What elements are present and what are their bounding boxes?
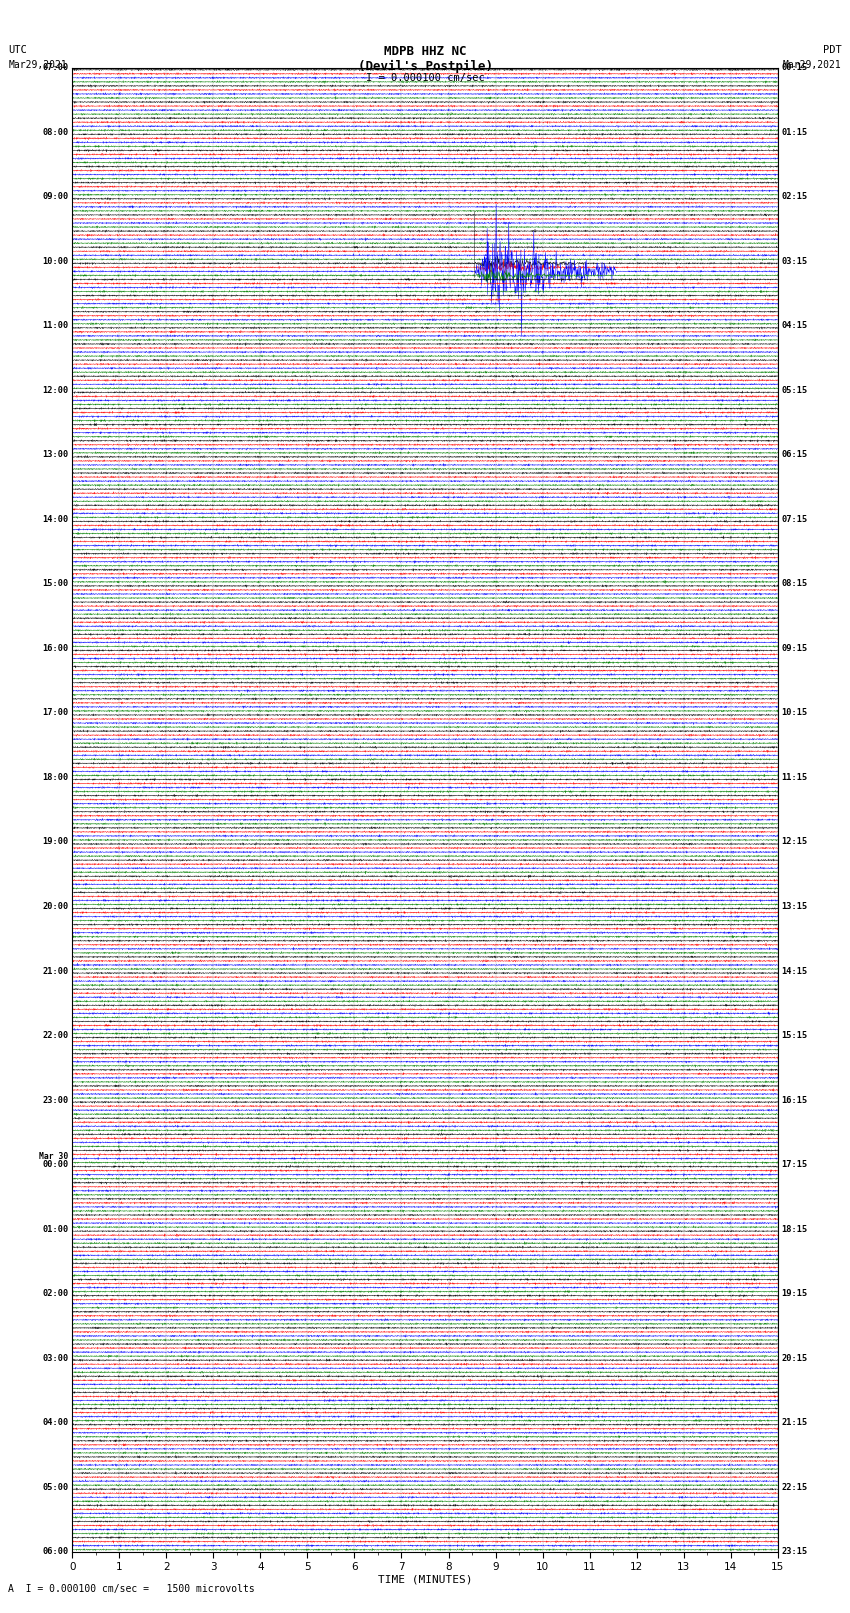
Text: 21:00: 21:00 [42,966,69,976]
Text: 08:15: 08:15 [781,579,807,589]
Text: A  I = 0.000100 cm/sec =   1500 microvolts: A I = 0.000100 cm/sec = 1500 microvolts [8,1584,255,1594]
Text: 20:00: 20:00 [42,902,69,911]
Text: 15:15: 15:15 [781,1031,807,1040]
Text: 02:15: 02:15 [781,192,807,202]
Text: 04:00: 04:00 [42,1418,69,1428]
Text: Mar29,2021: Mar29,2021 [783,60,842,69]
Text: MDPB HHZ NC: MDPB HHZ NC [383,45,467,58]
Text: 05:15: 05:15 [781,386,807,395]
Text: 00:15: 00:15 [781,63,807,73]
Text: PDT: PDT [823,45,842,55]
Text: 18:15: 18:15 [781,1224,807,1234]
Text: 02:00: 02:00 [42,1289,69,1298]
Text: 12:15: 12:15 [781,837,807,847]
Text: 07:15: 07:15 [781,515,807,524]
Text: (Devil's Postpile): (Devil's Postpile) [358,60,492,73]
Text: 19:15: 19:15 [781,1289,807,1298]
Text: 14:15: 14:15 [781,966,807,976]
Text: 06:00: 06:00 [42,1547,69,1557]
Text: 10:15: 10:15 [781,708,807,718]
Text: 16:00: 16:00 [42,644,69,653]
Text: 15:00: 15:00 [42,579,69,589]
Text: 18:00: 18:00 [42,773,69,782]
Text: Mar 30: Mar 30 [39,1152,69,1161]
Text: 22:15: 22:15 [781,1482,807,1492]
Text: I = 0.000100 cm/sec: I = 0.000100 cm/sec [366,73,484,82]
Text: 20:15: 20:15 [781,1353,807,1363]
Text: 17:15: 17:15 [781,1160,807,1169]
Text: 17:00: 17:00 [42,708,69,718]
Text: 01:15: 01:15 [781,127,807,137]
Text: 11:15: 11:15 [781,773,807,782]
Text: 11:00: 11:00 [42,321,69,331]
Text: 13:00: 13:00 [42,450,69,460]
Text: 23:15: 23:15 [781,1547,807,1557]
Text: 04:15: 04:15 [781,321,807,331]
Text: 07:00: 07:00 [42,63,69,73]
Text: 03:00: 03:00 [42,1353,69,1363]
Text: 01:00: 01:00 [42,1224,69,1234]
Text: Mar29,2021: Mar29,2021 [8,60,67,69]
Text: 05:00: 05:00 [42,1482,69,1492]
Text: 12:00: 12:00 [42,386,69,395]
Text: UTC: UTC [8,45,27,55]
Text: 09:00: 09:00 [42,192,69,202]
Text: 16:15: 16:15 [781,1095,807,1105]
Text: 03:15: 03:15 [781,256,807,266]
Text: 19:00: 19:00 [42,837,69,847]
Text: 09:15: 09:15 [781,644,807,653]
Text: 13:15: 13:15 [781,902,807,911]
Text: 06:15: 06:15 [781,450,807,460]
Text: 10:00: 10:00 [42,256,69,266]
X-axis label: TIME (MINUTES): TIME (MINUTES) [377,1574,473,1586]
Text: 14:00: 14:00 [42,515,69,524]
Text: 22:00: 22:00 [42,1031,69,1040]
Text: 08:00: 08:00 [42,127,69,137]
Text: 00:00: 00:00 [42,1160,69,1169]
Text: 21:15: 21:15 [781,1418,807,1428]
Text: 23:00: 23:00 [42,1095,69,1105]
